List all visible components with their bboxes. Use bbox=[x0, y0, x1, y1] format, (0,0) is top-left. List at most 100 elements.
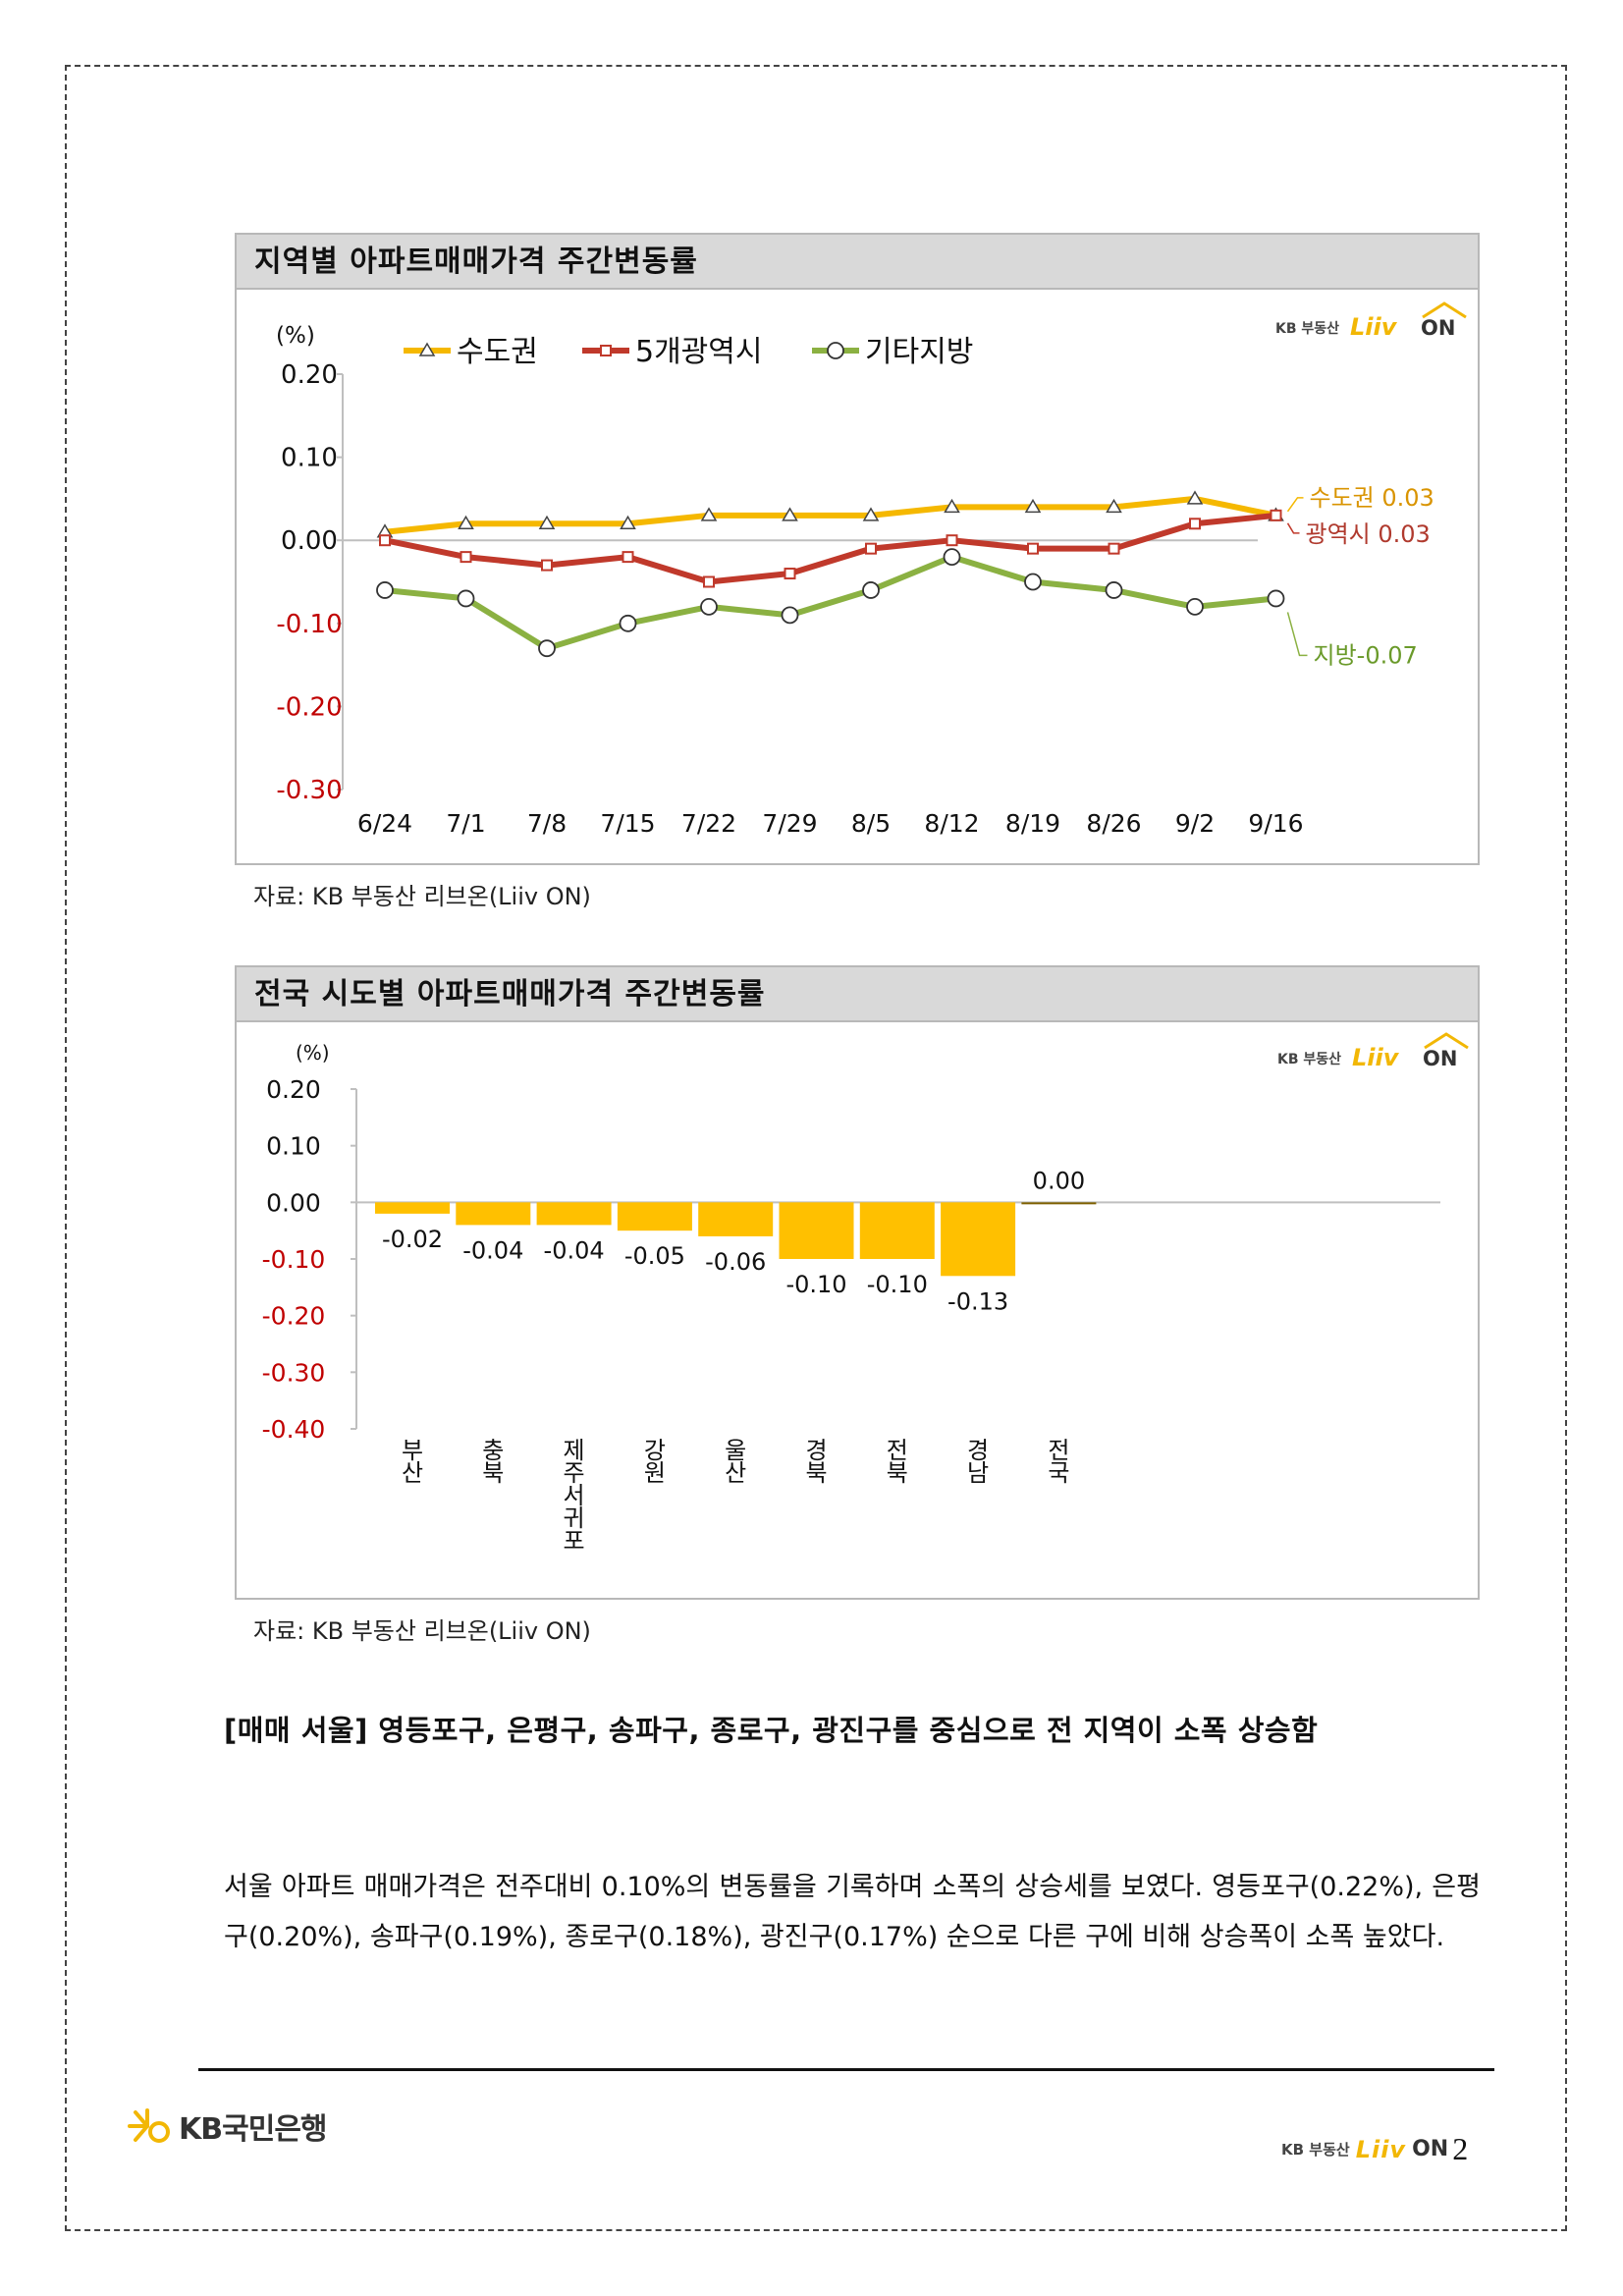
series-point-2 bbox=[376, 581, 394, 599]
bar-5 bbox=[779, 1202, 854, 1259]
bar-7 bbox=[941, 1202, 1016, 1277]
series-point-1 bbox=[865, 542, 877, 555]
line-chart: (%) 0.20 0.10 0.00 -0.10 -0.20 -0.30 6/24 7/1 7/8… bbox=[276, 301, 1467, 838]
series-point-1 bbox=[541, 559, 553, 572]
bar-0 bbox=[375, 1202, 450, 1214]
footer-liiv-logo: KB 부동산 Liiv ON 2 bbox=[1281, 2131, 1468, 2167]
y-axis-unit: (%) bbox=[276, 323, 315, 349]
bar-value-label: -0.04 bbox=[462, 1236, 523, 1264]
line-chart-source: 자료: KB 부동산 리브온(Liiv ON) bbox=[253, 883, 591, 910]
x-tick-label: 8/12 bbox=[924, 809, 979, 838]
series-line-2 bbox=[384, 554, 1276, 652]
bar-chart-liiv-logo-word: Liiv bbox=[1352, 1044, 1400, 1071]
series-point-2 bbox=[1024, 573, 1042, 591]
bar-chart-liiv-logo-roof-icon bbox=[1424, 1032, 1469, 1050]
x-tick-label: 8/19 bbox=[1005, 809, 1060, 838]
bar-value-label: -0.02 bbox=[382, 1226, 443, 1253]
bar-value-label: -0.05 bbox=[624, 1242, 685, 1270]
bar-4 bbox=[698, 1202, 774, 1236]
series-point-0 bbox=[620, 515, 636, 530]
y-tick-label: -0.30 bbox=[262, 1358, 326, 1387]
annotation-leader-metro bbox=[1286, 522, 1300, 534]
series-point-1 bbox=[379, 534, 391, 547]
series-point-1 bbox=[1189, 518, 1201, 530]
footer-divider bbox=[198, 2068, 1494, 2071]
series-point-2 bbox=[700, 597, 718, 616]
y-tick-label: -0.40 bbox=[262, 1415, 326, 1444]
footer-liiv-on: ON bbox=[1412, 2137, 1449, 2161]
series-point-2 bbox=[1105, 581, 1123, 599]
annotation-leader-local bbox=[1286, 612, 1308, 657]
line-chart-box: 지역별 아파트매매가격 주간변동률 (%) 0.20 0.10 0.00 -0.10 -0… bbox=[235, 233, 1480, 865]
x-tick-label: 8/26 bbox=[1086, 809, 1141, 838]
bar-chart: (%) 0.20 0.10 0.00 -0.10 -0.20 -0.30 -0.40 -0.02… bbox=[262, 1032, 1469, 1555]
series-line-1 bbox=[384, 512, 1276, 585]
series-point-0 bbox=[538, 515, 556, 530]
series-line-0 bbox=[384, 495, 1277, 535]
series-point-2 bbox=[943, 548, 961, 567]
y-tick-label: -0.10 bbox=[276, 610, 342, 639]
series-point-1 bbox=[460, 551, 472, 564]
series-point-0 bbox=[1186, 490, 1204, 505]
series-point-2 bbox=[619, 614, 637, 632]
section-heading: [매매 서울] 영등포구, 은평구, 송파구, 종로구, 광진구를 중심으로 전… bbox=[224, 1714, 1319, 1747]
x-tick-label: 9/2 bbox=[1175, 809, 1215, 838]
series-point-1 bbox=[1270, 509, 1282, 521]
footer-liiv-word: Liiv bbox=[1355, 2135, 1407, 2163]
bar-3 bbox=[617, 1202, 692, 1231]
bar-chart-title: 전국 시도별 아파트매매가격 주간변동률 bbox=[237, 967, 1478, 1022]
annotation-leader-capital bbox=[1286, 497, 1304, 513]
y-tick-label: 0.20 bbox=[281, 360, 338, 390]
series-point-2 bbox=[457, 589, 475, 608]
line-chart-liiv-logo-word: Liiv bbox=[1350, 313, 1398, 341]
footer-liiv-small: KB 부동산 bbox=[1281, 2141, 1350, 2159]
series-point-1 bbox=[946, 534, 958, 547]
x-tick-label: 9/16 bbox=[1248, 809, 1303, 838]
series-point-2 bbox=[1267, 589, 1285, 608]
line-chart-title: 지역별 아파트매매가격 주간변동률 bbox=[237, 235, 1478, 290]
series-point-1 bbox=[622, 551, 634, 564]
series-point-2 bbox=[862, 581, 880, 599]
x-tick-label: 7/15 bbox=[600, 809, 655, 838]
line-chart-liiv-logo-on: ON bbox=[1421, 316, 1455, 340]
bar-chart-box: 전국 시도별 아파트매매가격 주간변동률 (%) 0.20 0.10 0.00 -0.1… bbox=[235, 965, 1480, 1600]
y-tick-label: -0.30 bbox=[276, 776, 342, 805]
y-tick-label: -0.20 bbox=[276, 692, 342, 722]
legend-marker-1 bbox=[600, 345, 612, 356]
legend-marker-2 bbox=[827, 342, 844, 359]
annotation-capital: 수도권 0.03 bbox=[1310, 484, 1434, 512]
bar-value-label: -0.06 bbox=[705, 1248, 766, 1276]
bar-value-label: -0.04 bbox=[544, 1236, 605, 1264]
x-tick-label: 7/8 bbox=[527, 809, 567, 838]
page-number: 2 bbox=[1452, 2131, 1469, 2166]
bar-chart-liiv-logo-on: ON bbox=[1423, 1047, 1457, 1070]
series-point-1 bbox=[1108, 542, 1120, 555]
x-tick-label: 7/29 bbox=[762, 809, 817, 838]
series-point-0 bbox=[458, 515, 474, 530]
page-frame bbox=[65, 65, 1567, 2231]
y-tick-label: 0.10 bbox=[281, 444, 338, 473]
y-axis-unit: (%) bbox=[296, 1041, 330, 1065]
series-point-1 bbox=[784, 568, 796, 580]
bar-8 bbox=[1021, 1202, 1097, 1205]
body-paragraph: 서울 아파트 매매가격은 전주대비 0.10%의 변동률을 기록하며 소폭의 상… bbox=[224, 1872, 1481, 1952]
annotation-local: 지방-0.07 bbox=[1314, 641, 1418, 669]
line-chart-liiv-logo-roof-icon bbox=[1422, 301, 1467, 319]
series-point-2 bbox=[781, 606, 799, 625]
series-point-0 bbox=[782, 507, 798, 521]
x-tick-label: 8/5 bbox=[851, 809, 891, 838]
bank-name: KB국민은행 bbox=[179, 2112, 328, 2147]
y-tick-label: 0.20 bbox=[266, 1075, 321, 1104]
series-point-2 bbox=[538, 639, 556, 658]
bar-6 bbox=[859, 1202, 935, 1259]
y-tick-label: 0.00 bbox=[281, 526, 338, 556]
series-point-0 bbox=[862, 507, 880, 521]
